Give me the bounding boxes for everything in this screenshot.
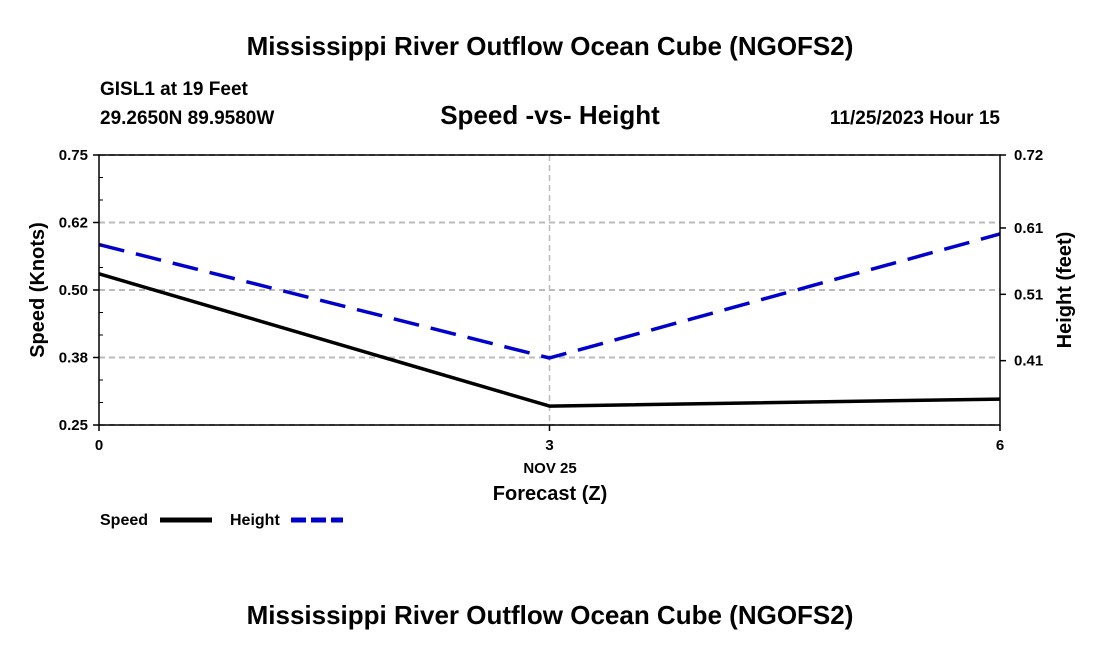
- y-right-tick-label: 0.72: [1014, 147, 1043, 164]
- x-axis-title: Forecast (Z): [493, 483, 607, 505]
- coordinates-label: 29.2650N 89.9580W: [100, 108, 274, 129]
- series-line-speed: [98, 272, 1001, 408]
- y-axis-right-title: Height (feet): [1054, 232, 1076, 349]
- x-date-label: NOV 25: [523, 460, 576, 477]
- station-label: GISL1 at 19 Feet: [100, 79, 249, 100]
- grid: [99, 154, 1000, 426]
- y-left-tick-label: 0.62: [59, 215, 88, 232]
- y-left-tick-label: 0.38: [59, 350, 88, 367]
- y-left-tick-label: 0.25: [59, 417, 88, 434]
- legend-height-label: Height: [230, 512, 280, 529]
- series-line-height: [98, 232, 1001, 360]
- chart-subtitle: Speed -vs- Height: [440, 100, 660, 130]
- y-left-tick-label: 0.75: [59, 147, 88, 164]
- legend-speed-label: Speed: [100, 512, 148, 529]
- y-right-tick-label: 0.41: [1014, 353, 1043, 370]
- x-tick-label: 0: [95, 437, 103, 454]
- x-tick-label: 3: [545, 437, 553, 454]
- y-left-tick-label: 0.50: [59, 282, 88, 299]
- y-axis-left-title: Speed (Knots): [27, 222, 49, 358]
- series-layer: [98, 232, 1001, 408]
- y-right-tick-label: 0.51: [1014, 286, 1043, 303]
- footer-title: Mississippi River Outflow Ocean Cube (NG…: [247, 600, 854, 630]
- chart-title: Mississippi River Outflow Ocean Cube (NG…: [247, 31, 854, 61]
- x-tick-label: 6: [996, 437, 1004, 454]
- y-right-tick-label: 0.61: [1014, 220, 1043, 237]
- tick-layer: 0.75 0.62 0.50 0.38 0.25 0.72 0.61 0.51 0.41 0 3 6: [59, 147, 1043, 454]
- datetime-label: 11/25/2023 Hour 15: [830, 108, 1000, 129]
